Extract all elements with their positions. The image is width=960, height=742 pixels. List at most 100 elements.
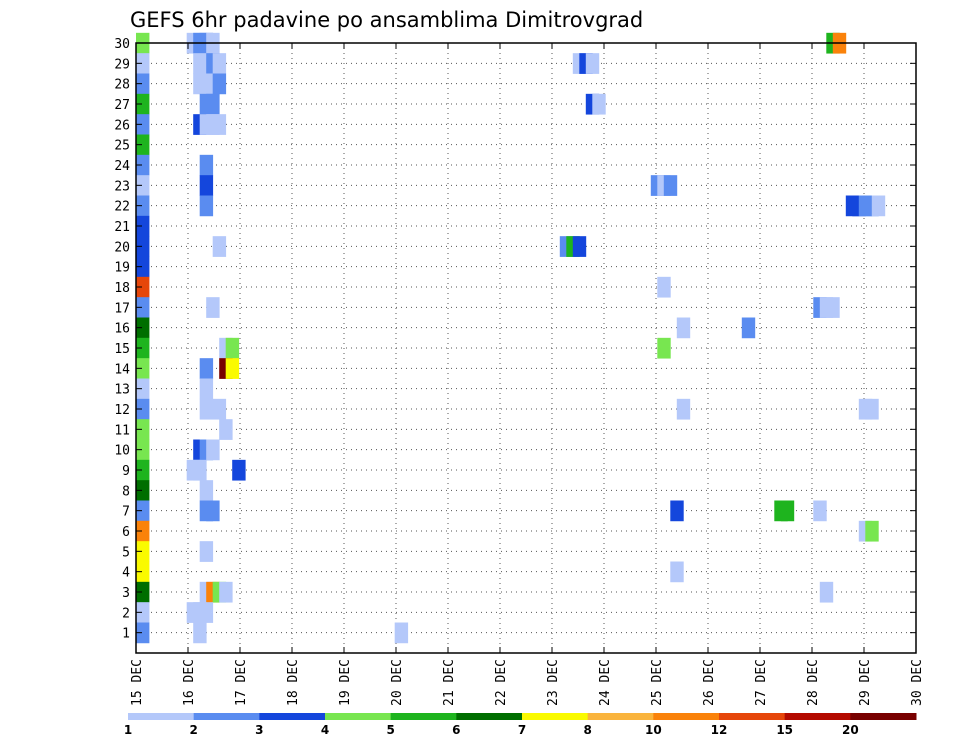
colorbar-segment (653, 713, 720, 720)
y-tick-label: 13 (114, 383, 130, 398)
precip-cell (663, 175, 678, 196)
colorbar-segment (850, 713, 917, 720)
precip-cell (572, 236, 587, 257)
precip-cell (212, 398, 227, 420)
y-tick-label: 25 (114, 139, 130, 154)
x-tick-label: 29 DEC (858, 659, 873, 706)
precip-cell (826, 297, 840, 318)
y-tick-label: 16 (114, 322, 130, 337)
precip-cell (136, 439, 150, 461)
precip-cell (206, 297, 220, 318)
precip-cell (780, 500, 795, 522)
precip-cell (136, 459, 150, 481)
precip-cell (865, 398, 879, 420)
precip-cell (136, 541, 150, 562)
precip-cell (199, 154, 214, 176)
precip-cell (136, 520, 150, 542)
precip-cell (212, 236, 227, 257)
precip-cell (657, 276, 671, 298)
precip-cell (136, 53, 150, 74)
colorbar-label: 10 (645, 723, 662, 737)
y-tick-label: 2 (122, 606, 130, 621)
y-tick-label: 24 (114, 159, 130, 174)
y-tick-label: 26 (114, 118, 130, 133)
colorbar-label: 6 (452, 723, 460, 737)
x-tick-label: 17 DEC (234, 659, 249, 706)
y-tick-label: 7 (122, 505, 130, 520)
y-tick-label: 5 (122, 545, 130, 560)
precip-cells (136, 32, 886, 644)
precip-cell (136, 602, 150, 623)
colorbar-segment (128, 713, 195, 720)
precip-cell (136, 358, 150, 379)
y-tick-label: 22 (114, 200, 130, 215)
precip-cell (813, 500, 827, 522)
y-tick-label: 18 (114, 281, 130, 296)
colorbar-segment (784, 713, 851, 720)
precip-cell (136, 480, 150, 501)
y-tick-label: 29 (114, 57, 130, 72)
y-tick-label: 28 (114, 78, 130, 93)
colorbar-label: 1 (124, 723, 132, 737)
precip-cell (212, 73, 227, 95)
precip-cell (676, 398, 691, 420)
precip-cell (136, 114, 150, 135)
precip-cell (212, 114, 227, 135)
precip-cell (136, 581, 150, 603)
precip-cell (136, 419, 150, 440)
colorbar-segment (587, 713, 654, 720)
precip-cell (206, 500, 220, 522)
colorbar-label: 15 (776, 723, 793, 737)
colorbar-segment (522, 713, 589, 720)
x-axis-ticks: 15 DEC 16 DEC 17 DEC 18 DEC 19 DEC 20 DEC 21 D… (130, 43, 925, 706)
precip-cell (136, 73, 150, 95)
x-tick-label: 23 DEC (546, 659, 561, 706)
x-tick-label: 30 DEC (910, 659, 925, 706)
y-tick-label: 20 (114, 240, 130, 255)
precip-cell (136, 276, 150, 298)
colorbar-segment (325, 713, 392, 720)
precip-cell (136, 154, 150, 176)
x-tick-label: 26 DEC (702, 659, 717, 706)
precip-cell (136, 297, 150, 318)
colorbar-label: 8 (583, 723, 591, 737)
colorbar-segment (719, 713, 786, 720)
precip-cell (394, 622, 409, 644)
y-tick-label: 14 (114, 362, 130, 377)
x-tick-label: 27 DEC (754, 659, 769, 706)
x-tick-label: 19 DEC (338, 659, 353, 706)
precip-cell (676, 317, 691, 339)
y-tick-label: 11 (114, 423, 130, 438)
precip-cell (199, 175, 214, 196)
colorbar-segment (259, 713, 326, 720)
x-tick-label: 18 DEC (286, 659, 301, 706)
x-tick-label: 22 DEC (494, 659, 509, 706)
precip-cell (136, 317, 150, 339)
precip-cell (592, 93, 606, 115)
colorbar-label: 12 (711, 723, 728, 737)
colorbar-label: 7 (518, 723, 526, 737)
precip-cell (225, 358, 240, 379)
precip-cell (136, 134, 150, 156)
x-tick-label: 16 DEC (182, 659, 197, 706)
y-tick-label: 23 (114, 179, 130, 194)
precip-cell (225, 337, 240, 359)
colorbar-label: 4 (321, 723, 329, 737)
precip-cell (585, 53, 600, 74)
precip-cell (136, 236, 150, 257)
y-tick-label: 12 (114, 403, 130, 418)
precip-cell (136, 93, 150, 115)
y-tick-label: 30 (114, 37, 130, 52)
precip-cell (199, 602, 214, 623)
y-tick-label: 8 (122, 484, 130, 499)
precip-cell (136, 500, 150, 522)
x-tick-label: 15 DEC (130, 659, 145, 706)
x-tick-label: 25 DEC (650, 659, 665, 706)
precip-cell (670, 561, 684, 583)
colorbar-segment (390, 713, 457, 720)
chart-title: GEFS 6hr padavine po ansamblima Dimitrov… (130, 8, 643, 32)
precip-cell (657, 337, 671, 359)
precip-cell (199, 480, 214, 501)
precip-cell (206, 439, 220, 461)
